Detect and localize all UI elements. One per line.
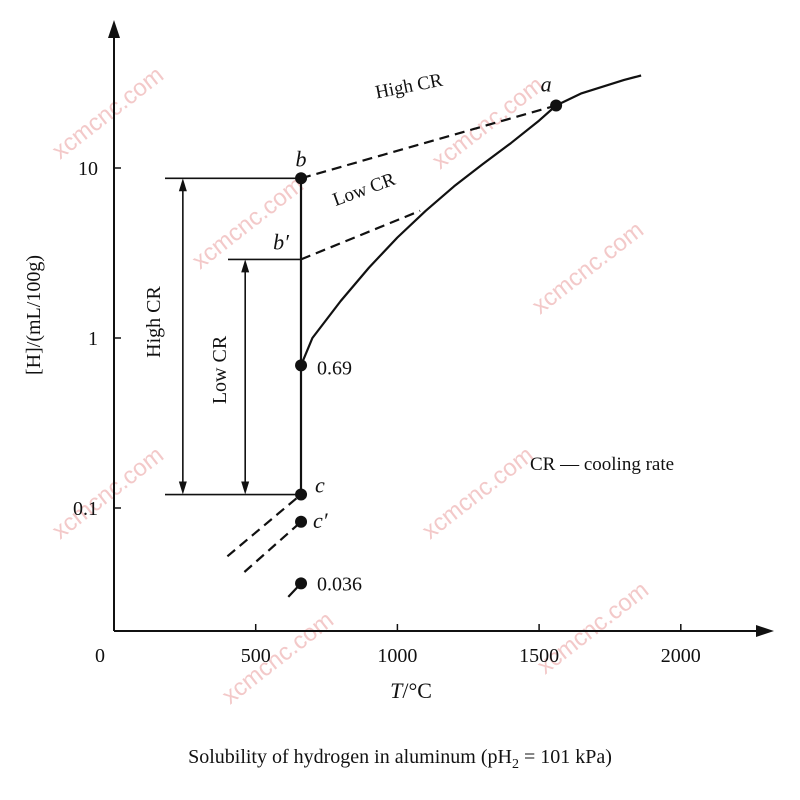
axes: 0 500 1000 1500 2000 0.1 1 10 T/°C [H]/(mL/100g)	[23, 20, 774, 703]
watermark: xcmcnc.com	[47, 441, 169, 544]
watermark-layer: xcmcnc.com xcmcnc.com xcmcnc.com xcmcnc.com…	[47, 61, 654, 709]
x-tick-label: 1500	[519, 645, 559, 667]
range-arrow-head	[241, 259, 250, 273]
dashed-series	[243, 520, 302, 573]
data-point	[550, 99, 563, 112]
range-arrow-head	[241, 481, 250, 495]
dashed-series	[226, 493, 302, 558]
point-label: c	[315, 473, 325, 498]
point-label: c′	[313, 508, 329, 533]
series-label: Low CR	[330, 169, 398, 211]
text-layer: CR — cooling rate Solubility of hydrogen…	[188, 454, 674, 772]
y-tick-label: 0.1	[73, 498, 98, 520]
data-point	[295, 515, 308, 528]
x-tick-label: 1000	[377, 645, 417, 667]
x-axis-arrow	[756, 625, 774, 637]
series-high-cr	[300, 104, 557, 180]
data-point	[295, 577, 308, 590]
point-label: b	[296, 146, 307, 171]
chart-title: Solubility of hydrogen in aluminum (pH2 …	[188, 746, 612, 772]
watermark: xcmcnc.com	[527, 216, 649, 319]
point-label: b′	[273, 229, 290, 254]
y-axis-arrow	[108, 20, 120, 38]
range-label: High CR	[143, 286, 165, 358]
watermark: xcmcnc.com	[417, 441, 539, 544]
range-arrow-head	[178, 178, 187, 192]
x-axis-label: T/°C	[390, 678, 432, 703]
y-axis-label: [H]/(mL/100g)	[23, 255, 45, 375]
data-point	[295, 172, 308, 185]
data-point	[295, 488, 308, 501]
range-label: Low CR	[209, 335, 231, 404]
x-tick-label: 500	[241, 645, 271, 667]
point-layer: a b b′ 0.69 c c′ 0.036	[273, 72, 563, 595]
solid-series	[299, 74, 642, 366]
cooling-rate-note: CR — cooling rate	[530, 454, 674, 475]
range-arrow-head	[178, 481, 187, 495]
watermark: xcmcnc.com	[47, 61, 169, 164]
range-indicators: High CR Low CR	[143, 177, 302, 496]
series-label: High CR	[374, 70, 445, 104]
x-tick-label: 0	[95, 645, 105, 667]
data-point	[295, 359, 308, 372]
x-tick-label: 2000	[661, 645, 701, 667]
series-low-cr	[300, 209, 421, 261]
watermark: xcmcnc.com	[217, 606, 339, 709]
y-tick-label: 10	[78, 158, 98, 180]
y-tick-label: 1	[88, 328, 98, 350]
point-label: 0.036	[317, 573, 362, 595]
point-label: a	[541, 72, 552, 97]
point-label: 0.69	[317, 357, 352, 379]
